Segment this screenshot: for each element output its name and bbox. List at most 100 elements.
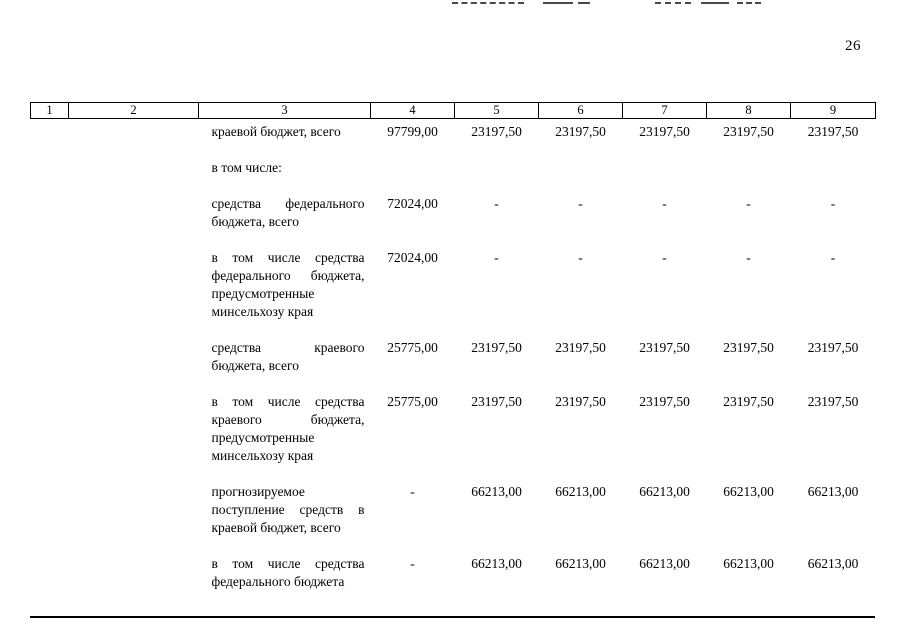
cell-value: - — [494, 196, 499, 211]
cell-value: 66213,00 — [807, 484, 859, 499]
table-row: в том числе средства федерального бюджет… — [31, 245, 876, 335]
budget-table: 1 2 3 4 5 6 7 8 9 краевой бюджет, всего … — [30, 102, 876, 605]
cell-value: 23197,50 — [723, 124, 774, 139]
cell-value: - — [494, 250, 499, 265]
table-row: краевой бюджет, всего 97799,00 23197,50 … — [31, 119, 876, 156]
cell-value: 66213,00 — [639, 556, 690, 571]
row-label: средства краевого бюджета, всего — [211, 340, 365, 373]
table-row: в том числе средства краевого бюджета, п… — [31, 389, 876, 479]
cell-empty — [69, 479, 199, 551]
column-header: 7 — [622, 102, 707, 119]
cell-value: - — [662, 196, 667, 211]
column-header: 3 — [198, 102, 371, 119]
table-row: средства краевого бюджета, всего 25775,0… — [31, 335, 876, 389]
column-header: 8 — [706, 102, 791, 119]
row-label: прогнозируемое поступление средств в кра… — [211, 484, 365, 535]
cell-value: 23197,50 — [807, 124, 859, 139]
cell-value: - — [410, 556, 415, 571]
column-header: 1 — [30, 102, 69, 119]
cell-value: - — [578, 250, 583, 265]
cell-empty — [31, 551, 69, 605]
cell-value — [539, 155, 623, 191]
cell-empty — [69, 551, 199, 605]
cell-empty — [31, 119, 69, 156]
page-bottom-rule — [30, 616, 875, 618]
cell-value — [371, 155, 455, 191]
cell-value: 66213,00 — [807, 556, 859, 571]
cell-empty — [69, 245, 199, 335]
row-label: краевой бюджет, всего — [211, 124, 341, 139]
row-label: в том числе: — [211, 160, 282, 175]
cell-value: 66213,00 — [471, 484, 522, 499]
scan-artifact — [737, 2, 761, 4]
cell-value: 97799,00 — [387, 124, 438, 139]
cell-value: 23197,50 — [471, 340, 522, 355]
cell-empty — [69, 191, 199, 245]
table-row: в том числе средства федерального бюджет… — [31, 551, 876, 605]
row-label: в том числе средства федерального бюджет… — [211, 250, 365, 319]
cell-value: - — [746, 196, 751, 211]
cell-empty — [31, 191, 69, 245]
cell-value: 25775,00 — [387, 394, 438, 409]
cell-empty — [31, 335, 69, 389]
table-row: средства федерального бюджета, всего 720… — [31, 191, 876, 245]
cell-value: 66213,00 — [555, 484, 606, 499]
cell-value: - — [830, 250, 836, 265]
scan-artifact — [452, 2, 524, 4]
cell-value: 66213,00 — [639, 484, 690, 499]
cell-value: 23197,50 — [639, 340, 690, 355]
cell-empty — [31, 245, 69, 335]
cell-value: 23197,50 — [639, 124, 690, 139]
cell-value: 66213,00 — [471, 556, 522, 571]
cell-value: 66213,00 — [723, 484, 774, 499]
row-label: в том числе средства федерального бюджет… — [211, 556, 365, 589]
row-label: средства федерального бюджета, всего — [211, 196, 365, 229]
column-header: 6 — [538, 102, 623, 119]
table-row: прогнозируемое поступление средств в кра… — [31, 479, 876, 551]
cell-empty — [69, 389, 199, 479]
cell-value: 23197,50 — [555, 394, 606, 409]
cell-value: - — [830, 196, 836, 211]
scan-artifact — [543, 2, 573, 4]
cell-value — [791, 155, 876, 191]
cell-value: - — [746, 250, 751, 265]
cell-empty — [31, 389, 69, 479]
cell-value: 23197,50 — [555, 124, 606, 139]
cell-empty — [69, 119, 199, 156]
cell-value: - — [410, 484, 415, 499]
scan-artifact — [655, 2, 691, 4]
cell-value: - — [578, 196, 583, 211]
page-number: 26 — [845, 38, 861, 54]
cell-empty — [31, 155, 69, 191]
table-row: в том числе: — [31, 155, 876, 191]
cell-empty — [69, 155, 199, 191]
cell-value: - — [662, 250, 667, 265]
scan-artifact — [701, 2, 729, 4]
cell-value: 23197,50 — [471, 394, 522, 409]
row-label: в том числе средства краевого бюджета, п… — [211, 394, 365, 463]
cell-value: 72024,00 — [387, 196, 438, 211]
cell-value: 23197,50 — [807, 340, 859, 355]
cell-value: 23197,50 — [555, 340, 606, 355]
column-header: 4 — [370, 102, 455, 119]
cell-value: 25775,00 — [387, 340, 438, 355]
cell-value: 23197,50 — [471, 124, 522, 139]
cell-value: 66213,00 — [723, 556, 774, 571]
cell-value — [707, 155, 791, 191]
cell-empty — [69, 335, 199, 389]
column-header: 5 — [454, 102, 539, 119]
cell-empty — [31, 479, 69, 551]
cell-value: 23197,50 — [723, 340, 774, 355]
table-header-row: 1 2 3 4 5 6 7 8 9 — [30, 102, 876, 119]
scan-artifact — [578, 2, 590, 4]
cell-value — [455, 155, 539, 191]
cell-value: 23197,50 — [639, 394, 690, 409]
cell-value: 23197,50 — [807, 394, 859, 409]
cell-value — [623, 155, 707, 191]
column-header: 2 — [68, 102, 199, 119]
cell-value: 72024,00 — [387, 250, 438, 265]
column-header: 9 — [790, 102, 876, 119]
cell-value: 23197,50 — [723, 394, 774, 409]
cell-value: 66213,00 — [555, 556, 606, 571]
